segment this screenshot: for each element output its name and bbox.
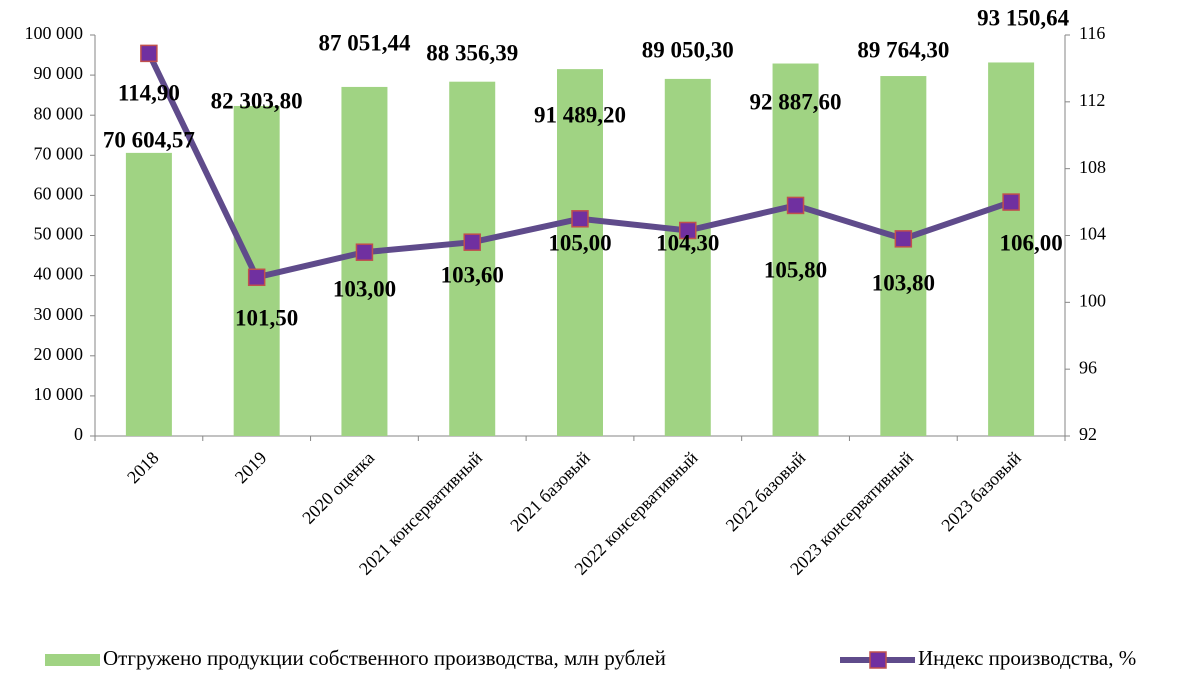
bar-value-label: 93 150,64 (977, 5, 1070, 30)
bar-value-label: 89 050,30 (642, 37, 734, 62)
x-tick-label: 2023 консервативный (786, 447, 917, 578)
y-tick-label: 60 000 (34, 184, 84, 204)
y2-tick-label: 108 (1079, 157, 1106, 177)
marker (140, 44, 158, 63)
y-tick-label: 30 000 (34, 304, 84, 324)
marker (1002, 193, 1020, 211)
y2-tick-label: 112 (1079, 90, 1105, 110)
bar (341, 86, 388, 436)
bar-value-label: 82 303,80 (211, 88, 303, 113)
legend-swatch (45, 654, 100, 666)
line-value-label: 105,00 (548, 230, 611, 255)
marker (247, 268, 266, 287)
y2-tick-label: 92 (1079, 424, 1097, 444)
marker (786, 196, 805, 215)
bar-value-label: 70 604,57 (103, 127, 195, 152)
line-value-label: 104,30 (656, 230, 719, 255)
x-tick-label: 2021 консервативный (355, 447, 486, 578)
legend-swatch (869, 651, 887, 669)
bar-value-label: 89 764,30 (857, 37, 949, 62)
y-tick-label: 70 000 (34, 143, 84, 163)
y-tick-label: 40 000 (34, 264, 84, 284)
line-value-label: 103,00 (333, 276, 396, 301)
marker (571, 210, 589, 228)
line-value-label: 103,80 (872, 270, 935, 295)
y-tick-label: 20 000 (34, 344, 84, 364)
y2-tick-label: 116 (1079, 23, 1105, 43)
x-tick-label: 2022 базовый (722, 447, 810, 535)
legend-label: Отгружено продукции собственного произво… (103, 646, 666, 670)
marker (355, 243, 374, 261)
x-tick-label: 2023 базовый (937, 447, 1025, 535)
legend-label: Индекс производства, % (918, 646, 1136, 670)
line-value-label: 101,50 (235, 305, 298, 330)
x-tick-label: 2019 (231, 448, 271, 488)
line-value-label: 105,80 (764, 257, 827, 282)
y2-tick-label: 104 (1079, 224, 1106, 244)
bar (772, 63, 819, 437)
bar (125, 152, 172, 436)
bar-value-label: 87 051,44 (318, 30, 411, 55)
bar (449, 81, 496, 436)
y-tick-label: 90 000 (34, 63, 84, 83)
bar (557, 69, 603, 437)
y2-tick-label: 96 (1079, 357, 1097, 377)
line-value-label: 114,90 (118, 80, 180, 105)
y-tick-label: 100 000 (25, 23, 84, 43)
y-tick-label: 10 000 (34, 384, 84, 404)
y-tick-label: 50 000 (34, 224, 84, 244)
bar (988, 62, 1035, 436)
bar (664, 78, 711, 436)
bar-value-label: 91 489,20 (534, 102, 626, 127)
y2-tick-label: 100 (1079, 290, 1106, 310)
marker (463, 233, 481, 251)
x-tick-label: 2021 базовый (506, 447, 594, 535)
bar (880, 76, 927, 436)
bar-value-label: 88 356,39 (426, 40, 518, 65)
line-value-label: 106,00 (999, 230, 1062, 255)
y-tick-label: 0 (74, 424, 83, 444)
marker (679, 221, 697, 240)
x-tick-label: 2018 (123, 448, 163, 488)
y-tick-label: 80 000 (34, 103, 84, 123)
line-value-label: 103,60 (441, 262, 504, 287)
marker (894, 230, 913, 248)
x-tick-label: 2020 оценка (298, 448, 378, 528)
bar-value-label: 92 887,60 (750, 89, 842, 114)
x-tick-label: 2022 консервативный (570, 447, 701, 578)
